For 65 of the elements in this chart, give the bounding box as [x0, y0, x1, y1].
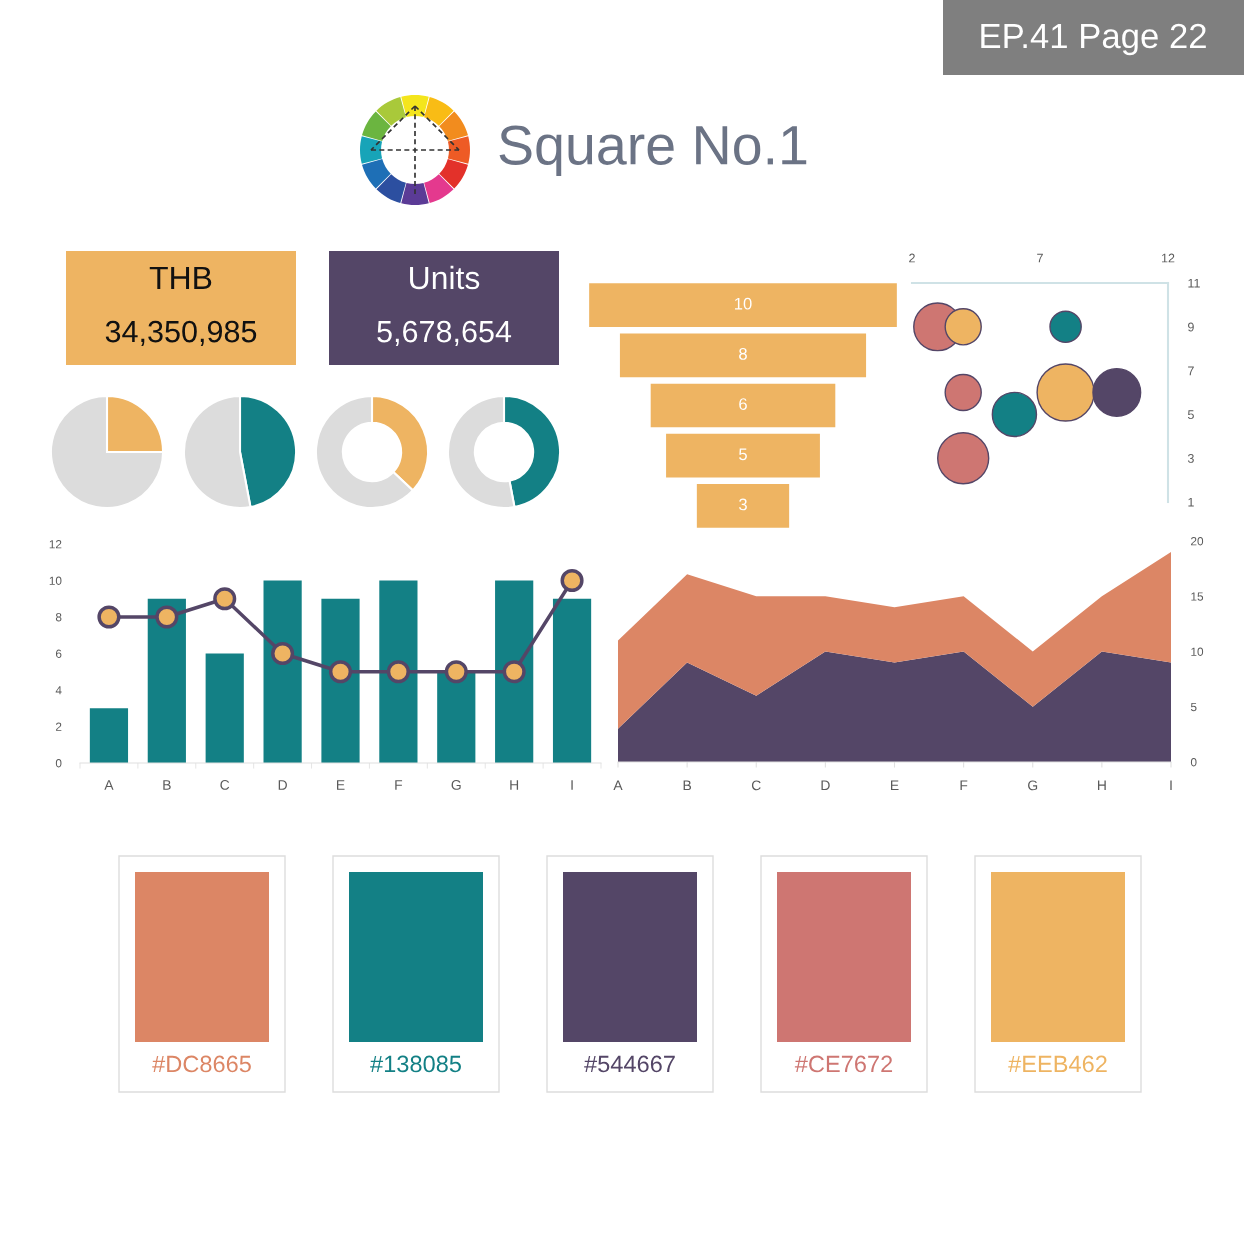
y-tick-label: 6 [55, 649, 62, 658]
y-tick-label: 0 [55, 759, 62, 768]
y-tick-label: 5 [1190, 702, 1197, 712]
text: #CE7672 [794, 1055, 893, 1073]
x-tick-label: F [960, 780, 968, 791]
text: 34,350,985 [105, 320, 257, 347]
text: #544667 [584, 1055, 675, 1073]
bar [147, 598, 186, 763]
y-tick-label: 0 [1190, 758, 1197, 767]
x-tick-label: I [571, 780, 573, 790]
y-tick-label: 8 [55, 613, 62, 622]
x-tick-label: D [821, 780, 830, 791]
text: #EEB462 [1008, 1055, 1107, 1073]
x-tick-label: E [337, 780, 345, 790]
x-tick-label: 12 [1162, 253, 1175, 263]
x-tick-label: G [1028, 780, 1038, 791]
data-label: 10 [735, 297, 752, 310]
bar [205, 653, 244, 763]
y-tick-label: 11 [1188, 278, 1200, 288]
text: Square No.1 [499, 125, 807, 176]
y-tick-label: 20 [1191, 537, 1204, 546]
x-tick-label: B [683, 780, 692, 791]
bar [321, 598, 360, 763]
data-label: 5 [739, 448, 747, 461]
text: EP.41 Page 22 [981, 23, 1206, 56]
bar [437, 671, 476, 763]
x-tick-label: H [510, 780, 519, 790]
bar [379, 580, 418, 763]
y-tick-label: 10 [49, 576, 62, 585]
x-tick-label: I [1170, 780, 1172, 791]
y-tick-label: 3 [1187, 454, 1194, 463]
x-tick-label: A [104, 780, 114, 790]
y-tick-label: 5 [1187, 410, 1194, 420]
x-tick-label: G [451, 780, 461, 790]
data-label: 3 [739, 498, 747, 511]
y-tick-label: 15 [1191, 592, 1204, 601]
text: #138085 [370, 1055, 461, 1073]
y-tick-label: 2 [55, 722, 62, 731]
y-tick-label: 9 [1188, 322, 1194, 332]
bar [495, 580, 534, 763]
data-label: 6 [739, 398, 747, 410]
bar [552, 598, 592, 763]
x-tick-label: 2 [909, 253, 915, 263]
x-tick-label: C [751, 780, 761, 791]
x-tick-label: A [613, 780, 623, 791]
x-tick-label: D [278, 780, 287, 790]
x-tick-label: E [891, 780, 899, 791]
x-tick-label: 7 [1037, 253, 1043, 263]
bar [263, 580, 302, 763]
y-tick-label: 4 [55, 686, 62, 695]
y-tick-label: 1 [1188, 497, 1194, 507]
y-tick-label: 7 [1188, 366, 1194, 376]
x-tick-label: F [395, 780, 403, 790]
text: THB [149, 266, 212, 289]
text: Units [410, 265, 480, 290]
pie-slice [49, 394, 165, 510]
text: #DC8665 [152, 1055, 251, 1073]
text: 5,678,654 [377, 320, 512, 347]
x-tick-label: C [220, 780, 230, 790]
x-tick-label: B [163, 780, 171, 790]
y-tick-label: 12 [49, 540, 62, 549]
x-tick-label: H [1098, 780, 1106, 791]
data-label: 8 [739, 347, 747, 360]
bar [89, 708, 129, 763]
y-tick-label: 10 [1191, 647, 1204, 656]
